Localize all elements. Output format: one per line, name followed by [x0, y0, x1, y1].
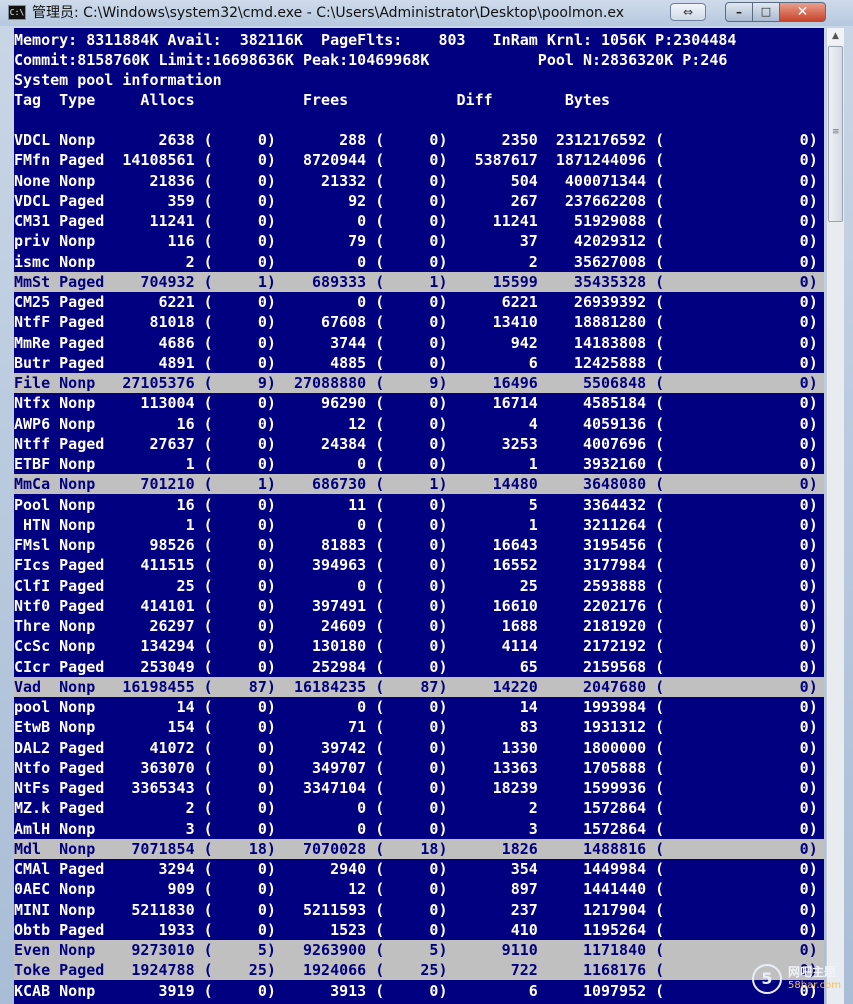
table-row: None Nonp 21836 ( 0) 21332 ( 0) 504 4000… — [14, 171, 818, 190]
table-row: AmlH Nonp 3 ( 0) 0 ( 0) 3 1572864 ( 0) — [14, 819, 818, 838]
header-section-title: System pool information — [14, 71, 222, 89]
table-row: CM25 Paged 6221 ( 0) 0 ( 0) 6221 2693939… — [14, 293, 818, 311]
table-row: Mdl Nonp 7071854 ( 18) 7070028 ( 18) 182… — [14, 838, 824, 859]
table-row: ismc Nonp 2 ( 0) 0 ( 0) 2 35627008 ( 0) — [14, 252, 818, 271]
header-commit-line: Commit:8158760K Limit:16698636K Peak:104… — [14, 51, 728, 69]
table-row: 0AEC Nonp 909 ( 0) 12 ( 0) 897 1441440 (… — [14, 880, 818, 899]
table-row: pool Nonp 14 ( 0) 0 ( 0) 14 1993984 ( 0) — [14, 698, 818, 716]
table-row: VDCL Nonp 2638 ( 0) 288 ( 0) 2350 231217… — [14, 131, 818, 149]
table-row: Obtb Paged 1933 ( 0) 1523 ( 0) 410 11952… — [14, 920, 818, 939]
table-row: MmCa Nonp 701210 ( 1) 686730 ( 1) 14480 … — [14, 474, 824, 495]
table-row: ClfI Paged 25 ( 0) 0 ( 0) 25 2593888 ( 0… — [14, 576, 818, 595]
watermark-title: 网吧主题 — [788, 965, 837, 979]
watermark-logo: 5 网吧主题 58bar.com — [748, 960, 848, 1000]
table-row: CM31 Paged 11241 ( 0) 0 ( 0) 11241 51929… — [14, 212, 818, 230]
table-row: Toke Paged 1924788 ( 25) 1924066 ( 25) 7… — [14, 960, 824, 981]
table-row: EtwB Nonp 154 ( 0) 71 ( 0) 83 1931312 ( … — [14, 718, 818, 737]
minimize-button[interactable]: – — [725, 2, 753, 22]
title-bar[interactable]: C:\ 管理员: C:\Windows\system32\cmd.exe - C… — [0, 0, 853, 26]
table-row: ETBF Nonp 1 ( 0) 0 ( 0) 1 3932160 ( 0) — [14, 455, 818, 473]
table-row: MINI Nonp 5211830 ( 0) 5211593 ( 0) 237 … — [14, 900, 818, 919]
header-memory-line: Memory: 8311884K Avail: 382116K PageFlts… — [14, 31, 737, 49]
table-row: Thre Nonp 26297 ( 0) 24609 ( 0) 1688 218… — [14, 617, 818, 635]
column-headers: Tag Type Allocs Frees Diff Bytes — [14, 91, 611, 109]
watermark-url: 58bar.com — [788, 980, 841, 991]
table-row: CMAl Paged 3294 ( 0) 2940 ( 0) 354 14499… — [14, 860, 818, 878]
table-row: Ntf0 Paged 414101 ( 0) 397491 ( 0) 16610… — [14, 596, 818, 615]
window-title: 管理员: C:\Windows\system32\cmd.exe - C:\Us… — [32, 5, 625, 21]
table-row: Ntfx Nonp 113004 ( 0) 96290 ( 0) 16714 4… — [14, 394, 818, 413]
table-row: HTN Nonp 1 ( 0) 0 ( 0) 1 3211264 ( 0) — [14, 515, 818, 534]
table-row: FMfn Paged 14108561 ( 0) 8720944 ( 0) 53… — [14, 151, 818, 170]
table-row: DAL2 Paged 41072 ( 0) 39742 ( 0) 1330 18… — [14, 738, 818, 757]
table-row: CcSc Nonp 134294 ( 0) 130180 ( 0) 4114 2… — [14, 637, 818, 656]
table-row: NtFs Paged 3365343 ( 0) 3347104 ( 0) 182… — [14, 779, 818, 797]
table-row: Pool Nonp 16 ( 0) 11 ( 0) 5 3364432 ( 0) — [14, 495, 818, 514]
table-row: Ntff Paged 27637 ( 0) 24384 ( 0) 3253 40… — [14, 434, 818, 453]
table-row: priv Nonp 116 ( 0) 79 ( 0) 37 42029312 (… — [14, 232, 818, 251]
table-row: NtfF Paged 81018 ( 0) 67608 ( 0) 13410 1… — [14, 313, 818, 332]
table-row: MmSt Paged 704932 ( 1) 689333 ( 1) 15599… — [14, 271, 824, 292]
resize-arrows-icon[interactable]: ⇔ — [670, 3, 706, 21]
vertical-scrollbar[interactable]: ▲ ≡ — [826, 28, 844, 1004]
table-row: FMsl Nonp 98526 ( 0) 81883 ( 0) 16643 31… — [14, 536, 818, 554]
blank-line — [14, 110, 824, 130]
watermark-circle-icon: 5 — [752, 964, 782, 994]
table-row: MZ.k Paged 2 ( 0) 0 ( 0) 2 1572864 ( 0) — [14, 799, 818, 818]
maximize-button[interactable]: □ — [753, 2, 780, 22]
table-row: MmRe Paged 4686 ( 0) 3744 ( 0) 942 14183… — [14, 333, 818, 352]
table-row: AWP6 Nonp 16 ( 0) 12 ( 0) 4 4059136 ( 0) — [14, 414, 818, 433]
table-row: File Nonp 27105376 ( 9) 27088880 ( 9) 16… — [14, 373, 824, 393]
table-row: Butr Paged 4891 ( 0) 4885 ( 0) 6 1242588… — [14, 353, 818, 372]
table-row: FIcs Paged 411515 ( 0) 394963 ( 0) 16552… — [14, 556, 818, 575]
table-row: Ntfo Paged 363070 ( 0) 349707 ( 0) 13363… — [14, 758, 818, 777]
close-button[interactable]: ✕ — [780, 2, 826, 22]
grip-icon: ≡ — [832, 127, 840, 137]
table-row: VDCL Paged 359 ( 0) 92 ( 0) 267 23766220… — [14, 191, 818, 210]
table-row: CIcr Paged 253049 ( 0) 252984 ( 0) 65 21… — [14, 657, 818, 676]
console-output[interactable]: Memory: 8311884K Avail: 382116K PageFlts… — [14, 28, 824, 1004]
table-row: KCAB Nonp 3919 ( 0) 3913 ( 0) 6 1097952 … — [14, 981, 818, 1000]
scroll-up-arrow-icon[interactable]: ▲ — [827, 28, 844, 45]
cmd-app-icon[interactable]: C:\ — [8, 5, 26, 20]
table-row: Vad Nonp 16198455 ( 87) 16184235 ( 87) 1… — [14, 676, 824, 697]
table-row: Even Nonp 9273010 ( 5) 9263900 ( 5) 9110… — [14, 940, 824, 960]
scroll-thumb[interactable]: ≡ — [828, 46, 843, 222]
